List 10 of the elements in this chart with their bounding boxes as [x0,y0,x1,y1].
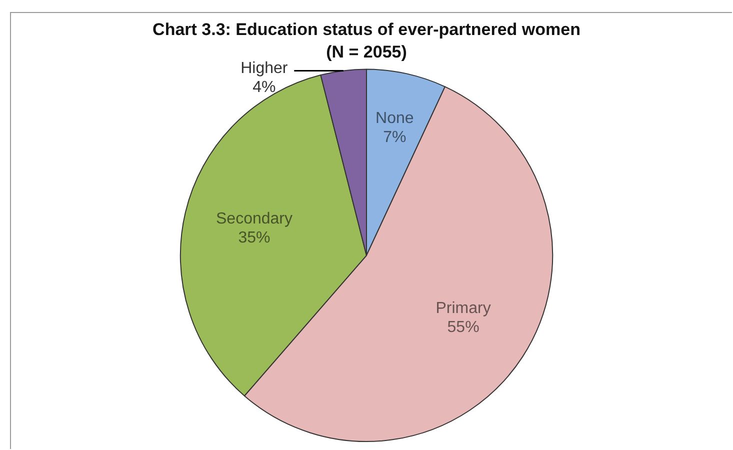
slice-label: Secondary [216,210,292,228]
data-label: 7% [383,129,406,146]
slice-label: None [376,110,414,128]
data-label: 35% [238,230,270,247]
chart-subtitle: (N = 2055) [326,42,407,62]
slice-label: Primary [436,300,491,318]
chart-title: Chart 3.3: Education status of ever-partnered women [152,20,580,39]
data-label: 4% [252,79,276,96]
data-label: 55% [447,319,480,336]
slice-label: Higher [240,60,288,78]
